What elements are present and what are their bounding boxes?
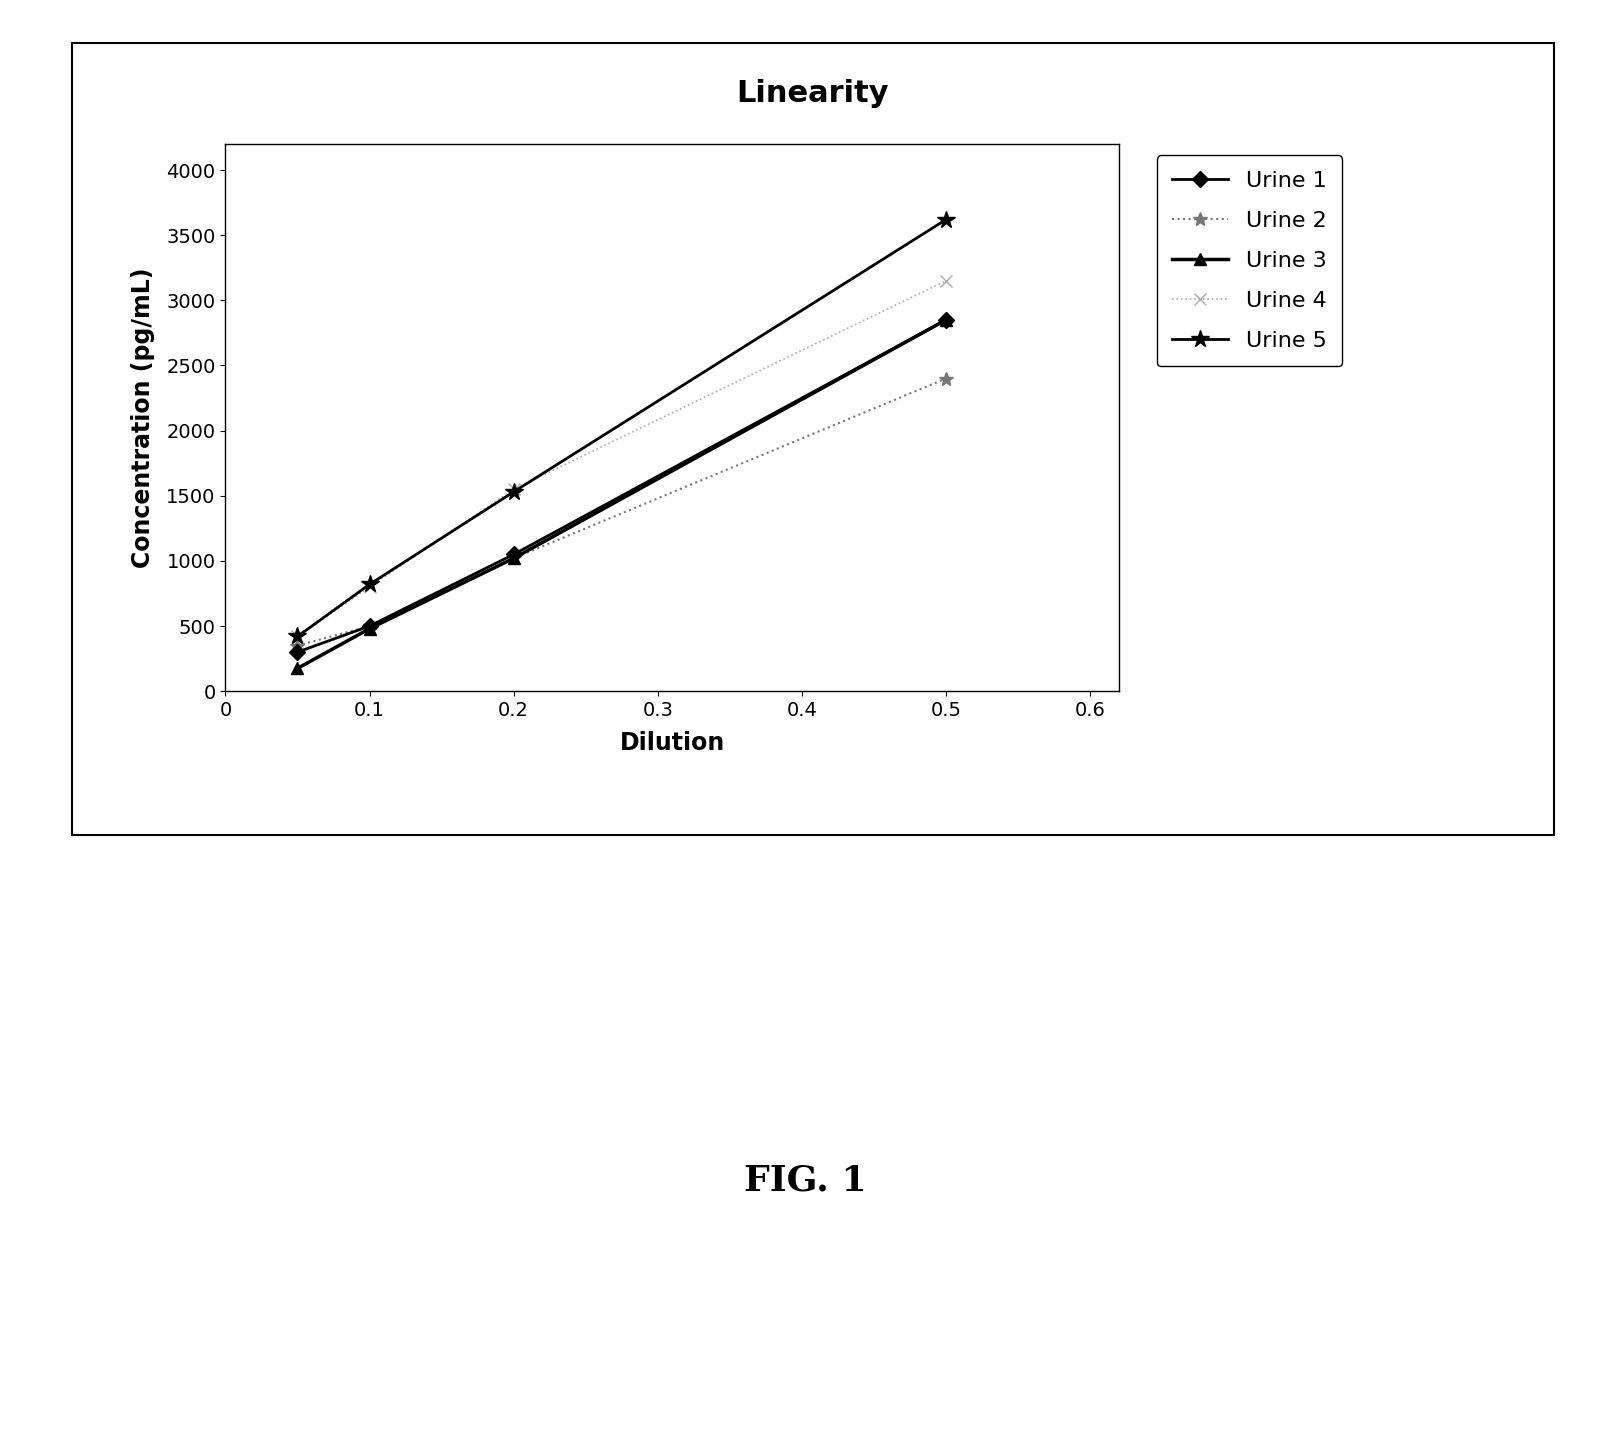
Legend: Urine 1, Urine 2, Urine 3, Urine 4, Urine 5: Urine 1, Urine 2, Urine 3, Urine 4, Urin… [1158, 156, 1343, 366]
Text: FIG. 1: FIG. 1 [744, 1164, 866, 1198]
Y-axis label: Concentration (pg/mL): Concentration (pg/mL) [130, 268, 155, 567]
Text: Linearity: Linearity [737, 79, 889, 108]
X-axis label: Dilution: Dilution [620, 732, 724, 755]
